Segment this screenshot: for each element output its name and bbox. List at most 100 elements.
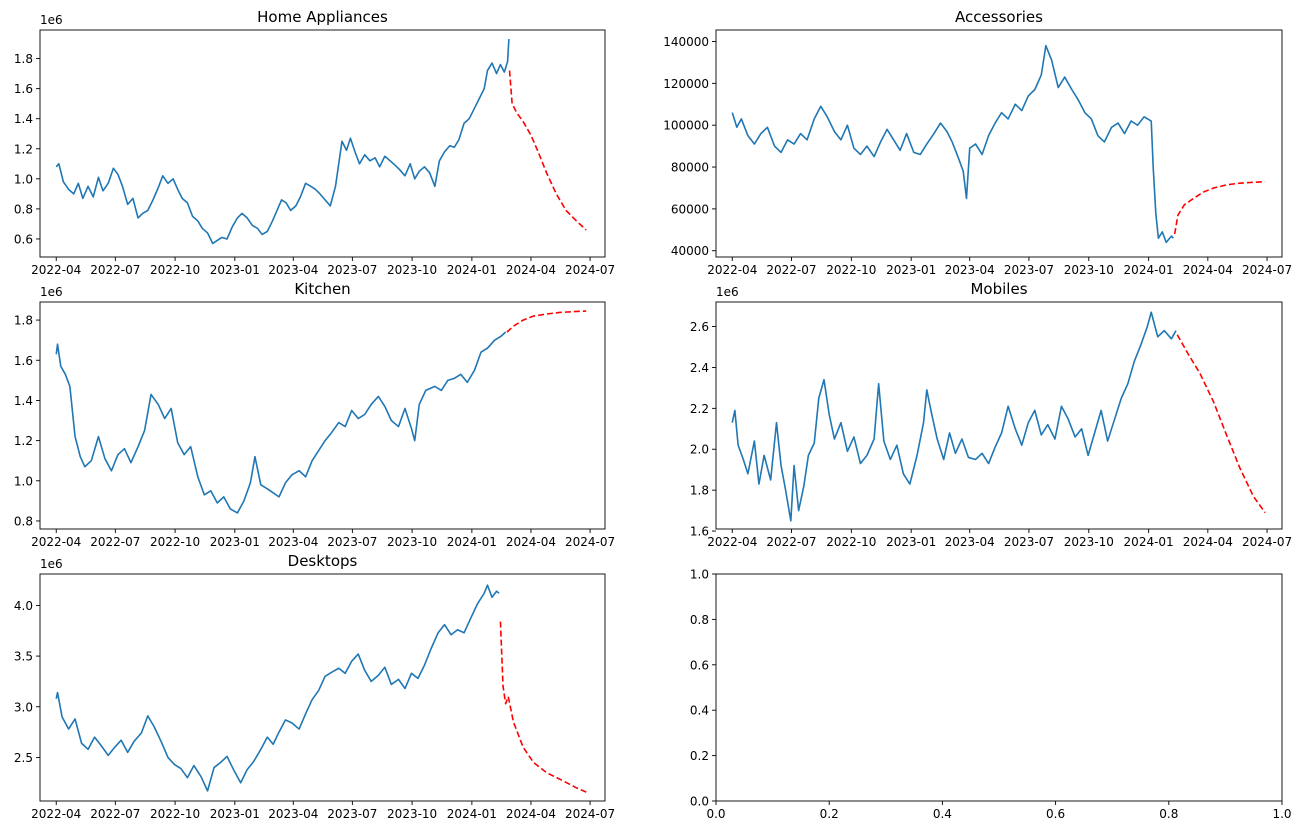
subplot-title: Accessories xyxy=(955,8,1043,26)
subplot-3: 2022-04 2022-07 2022-10 2023-01 2023-04 2023-… xyxy=(690,280,1292,549)
x-tick-label: 2023-04 xyxy=(945,263,995,277)
x-tick-label: 2024-07 xyxy=(565,807,615,821)
x-tick-label: 2023-07 xyxy=(327,807,377,821)
y-tick-label: 3.5 xyxy=(14,650,33,664)
x-tick-label: 2022-10 xyxy=(150,535,200,549)
y-tick-label: 1.0 xyxy=(14,474,33,488)
subplot-4: 2022-04 2022-07 2022-10 2023-01 2023-04 2023-… xyxy=(14,552,615,821)
subplot-title: Desktops xyxy=(288,552,358,570)
x-tick-label: 2024-04 xyxy=(506,535,556,549)
x-tick-label: 2022-10 xyxy=(150,263,200,277)
plot-area xyxy=(40,302,605,529)
y-tick-label: 0.2 xyxy=(690,749,709,763)
y-tick-label: 0.6 xyxy=(690,658,709,672)
y-offset-label: 1e6 xyxy=(40,13,63,27)
y-tick-label: 120000 xyxy=(663,77,709,91)
x-tick-label: 2022-10 xyxy=(150,807,200,821)
x-tick-label: 2024-01 xyxy=(447,263,497,277)
y-tick-label: 80000 xyxy=(671,161,709,175)
forecast-line xyxy=(508,70,587,231)
x-tick-label: 2022-04 xyxy=(31,263,81,277)
axes-frame xyxy=(39,573,606,802)
y-tick-label: 0.6 xyxy=(14,232,33,246)
y-tick-label: 1.4 xyxy=(14,112,33,126)
x-tick-label: 2023-04 xyxy=(268,535,318,549)
y-tick-label: 60000 xyxy=(671,202,709,216)
axes-frame xyxy=(715,29,1283,258)
x-tick-label: 2024-01 xyxy=(447,807,497,821)
y-tick-label: 2.6 xyxy=(690,320,709,334)
x-tick-label: 2024-04 xyxy=(506,807,556,821)
y-tick-label: 2.2 xyxy=(690,402,709,416)
y-tick-label: 0.8 xyxy=(14,514,33,528)
x-tick-label: 2023-04 xyxy=(945,535,995,549)
y-tick-label: 140000 xyxy=(663,35,709,49)
x-tick-label: 2023-01 xyxy=(210,807,260,821)
x-tick-label: 2024-04 xyxy=(506,263,556,277)
subplot-0: 2022-04 2022-07 2022-10 2023-01 2023-04 2023-… xyxy=(14,8,615,277)
plot-area xyxy=(716,30,1282,257)
axes-frame xyxy=(39,29,606,258)
x-tick-label: 2024-01 xyxy=(1124,263,1174,277)
x-tick-label: 2022-07 xyxy=(90,263,140,277)
y-tick-label: 2.5 xyxy=(14,751,33,765)
subplot-2: 2022-04 2022-07 2022-10 2023-01 2023-04 2023-… xyxy=(14,280,615,549)
y-tick-label: 4.0 xyxy=(14,599,33,613)
history-line xyxy=(55,331,507,514)
x-tick-label: 0.2 xyxy=(820,807,839,821)
x-tick-label: 2024-07 xyxy=(565,535,615,549)
x-tick-label: 0.0 xyxy=(706,807,725,821)
x-tick-label: 2024-01 xyxy=(1124,535,1174,549)
x-tick-label: 0.6 xyxy=(1046,807,1065,821)
plot-area xyxy=(716,574,1282,801)
subplot-title: Mobiles xyxy=(970,280,1027,298)
x-tick-label: 0.4 xyxy=(933,807,952,821)
subplot-title: Home Appliances xyxy=(257,8,388,26)
y-tick-label: 1.8 xyxy=(14,314,33,328)
plot-area xyxy=(40,30,605,257)
x-tick-label: 2022-07 xyxy=(766,535,816,549)
y-tick-label: 0.8 xyxy=(14,202,33,216)
x-tick-label: 2022-04 xyxy=(31,535,81,549)
y-tick-label: 1.2 xyxy=(14,434,33,448)
y-tick-label: 1.4 xyxy=(14,394,33,408)
x-tick-label: 0.8 xyxy=(1159,807,1178,821)
axes-frame xyxy=(715,301,1283,530)
x-tick-label: 2024-01 xyxy=(447,535,497,549)
y-tick-label: 1.2 xyxy=(14,142,33,156)
x-tick-label: 2022-10 xyxy=(826,263,876,277)
subplot-5: 0.0 0.2 0.4 0.6 0.8 1.0 0.0 0.2 0.4 0.6 0.8 1.0 xyxy=(690,568,1292,822)
x-tick-label: 2023-10 xyxy=(387,807,437,821)
history-line xyxy=(731,311,1177,522)
history-line xyxy=(731,44,1174,244)
x-tick-label: 2022-04 xyxy=(707,263,757,277)
y-tick-label: 2.0 xyxy=(690,443,709,457)
x-tick-label: 2022-04 xyxy=(707,535,757,549)
x-tick-label: 2023-01 xyxy=(886,535,936,549)
y-tick-label: 1.0 xyxy=(14,172,33,186)
x-tick-label: 2023-10 xyxy=(387,535,437,549)
forecast-line xyxy=(1176,334,1266,514)
y-tick-label: 3.0 xyxy=(14,700,33,714)
x-tick-label: 2022-04 xyxy=(31,807,81,821)
subplot-1: 2022-04 2022-07 2022-10 2023-01 2023-04 2023-… xyxy=(663,8,1292,277)
y-tick-label: 0.4 xyxy=(690,704,709,718)
plot-area xyxy=(716,302,1282,529)
x-tick-label: 1.0 xyxy=(1272,807,1291,821)
y-tick-label: 1.6 xyxy=(690,525,709,539)
x-tick-label: 2022-07 xyxy=(90,535,140,549)
subplot-title: Kitchen xyxy=(294,280,350,298)
y-tick-label: 1.8 xyxy=(14,52,33,66)
x-tick-label: 2024-04 xyxy=(1183,535,1233,549)
x-tick-label: 2023-07 xyxy=(1004,263,1054,277)
forecast-line xyxy=(506,310,587,333)
y-tick-label: 1.6 xyxy=(14,354,33,368)
x-tick-label: 2023-01 xyxy=(210,535,260,549)
history-line xyxy=(55,38,510,245)
x-tick-label: 2023-10 xyxy=(387,263,437,277)
x-tick-label: 2022-07 xyxy=(766,263,816,277)
axes-frame xyxy=(715,573,1283,802)
y-tick-label: 100000 xyxy=(663,119,709,133)
y-offset-label: 1e6 xyxy=(716,285,739,299)
